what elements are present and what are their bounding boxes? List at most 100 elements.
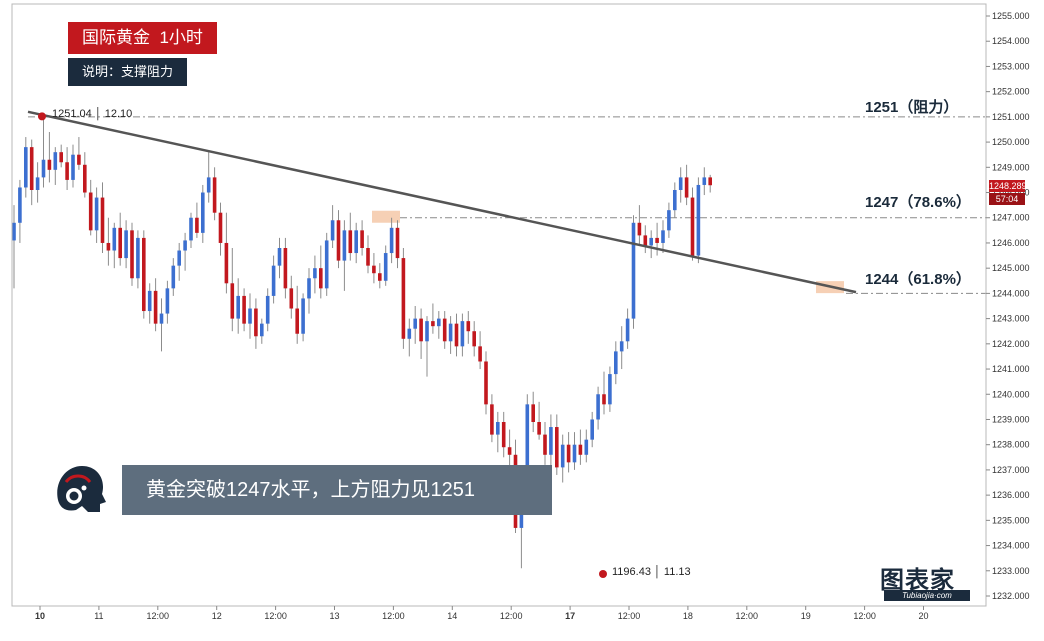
candle-body [407,328,412,339]
candle-body [661,230,665,243]
candle-body [65,162,69,180]
candle-body [12,222,16,241]
candle-body [566,444,571,463]
candle-body [395,227,400,259]
candle-body [29,147,34,190]
y-tick-label: 1236.000 [992,490,1030,500]
candle-body [378,273,382,281]
y-tick-label: 1254.000 [992,36,1030,46]
candle-body [425,321,429,342]
candle-body [619,341,624,352]
candle-body [260,323,264,337]
candle-body [136,237,140,279]
candle-body [83,164,87,193]
candle-body [655,237,659,243]
candle-body [643,235,648,246]
candle-body [271,265,276,296]
candle-body [484,361,488,405]
candle-body [319,268,323,289]
y-tick-label: 1232.000 [992,591,1030,601]
y-tick-label: 1240.000 [992,389,1030,399]
candle-body [212,177,217,213]
candle-body [389,227,394,254]
candle-body [419,318,423,342]
candle-body [283,248,288,289]
candle-body [53,152,58,170]
candle-body [94,197,99,231]
candle-body [313,268,317,279]
candle-body [112,227,117,251]
x-tick-label: 10 [35,611,45,621]
candle-body [507,447,512,455]
candle-body [248,308,252,324]
y-tick-label: 1255.000 [992,11,1030,21]
candle-body [608,374,612,405]
candle-body [584,439,589,455]
x-tick-label: 11 [94,611,103,621]
candle-body [236,295,240,319]
x-tick-label: 12:00 [500,611,523,621]
candle-body [590,419,594,440]
candle-body [637,222,642,236]
candle-body [631,222,636,319]
candle-body [100,197,105,243]
brand-logo: 图表家 Tubiaojia·com [880,560,976,604]
candle-body [183,240,187,251]
chart-subtitle: 说明：支撑阻力 [68,58,188,86]
candle-body [673,190,677,211]
y-tick-label: 1248.000 [992,188,1030,198]
candle-body [35,177,40,190]
level-label-1251: 1251（阻力） [865,99,959,116]
y-tick-label: 1233.000 [992,566,1030,576]
low-point-label: 1196.43 │ 11.13 [612,566,691,578]
candle-body [106,242,111,251]
candle-body [543,434,547,455]
candle-body [41,159,46,178]
candle-body [59,152,63,163]
y-tick-label: 1252.000 [992,87,1030,97]
high-point-marker [38,112,46,121]
markers [38,112,607,578]
candle-body [289,288,294,309]
candle-body [201,192,205,233]
candle-body [195,217,199,233]
low-point-marker [599,570,607,578]
x-tick-label: 12:00 [618,611,641,621]
candle-body [18,187,22,223]
x-tick-label: 12:00 [736,611,759,621]
x-tick-label: 12 [212,611,222,621]
candle-body [537,422,541,435]
highlight-box [372,210,400,223]
y-tick-label: 1243.000 [992,314,1030,324]
x-tick-label: 14 [447,611,457,621]
x-tick-label: 12:00 [382,611,405,621]
candle-body [324,240,329,289]
y-tick-label: 1246.000 [992,238,1030,248]
current-price-tag: 1248.289 [989,180,1027,192]
candle-body [702,177,707,185]
candle-body [77,154,81,165]
y-tick-label: 1244.000 [992,288,1030,298]
x-tick-label: 20 [918,611,928,621]
x-tick-label: 18 [683,611,693,621]
candle-body [460,321,465,347]
candle-body [88,192,93,231]
candle-body [142,237,146,312]
candle-body [667,210,671,231]
candle-body [24,147,28,188]
candle-body [602,394,606,405]
candle-body [560,444,565,468]
brand-logo-domain: Tubiaojia·com [884,590,970,601]
y-tick-label: 1241.000 [992,364,1030,374]
level-label-1244: 1244（61.8%） [865,271,971,288]
candle-body [690,197,695,256]
candle-body [171,265,176,289]
candle-body [336,220,341,261]
candle-body [501,422,506,448]
candle-body [383,253,388,281]
candle-body [572,444,577,463]
y-tick-label: 1242.000 [992,339,1030,349]
plot-frame [11,3,987,607]
countdown-tag: 57:04 [989,193,1025,205]
